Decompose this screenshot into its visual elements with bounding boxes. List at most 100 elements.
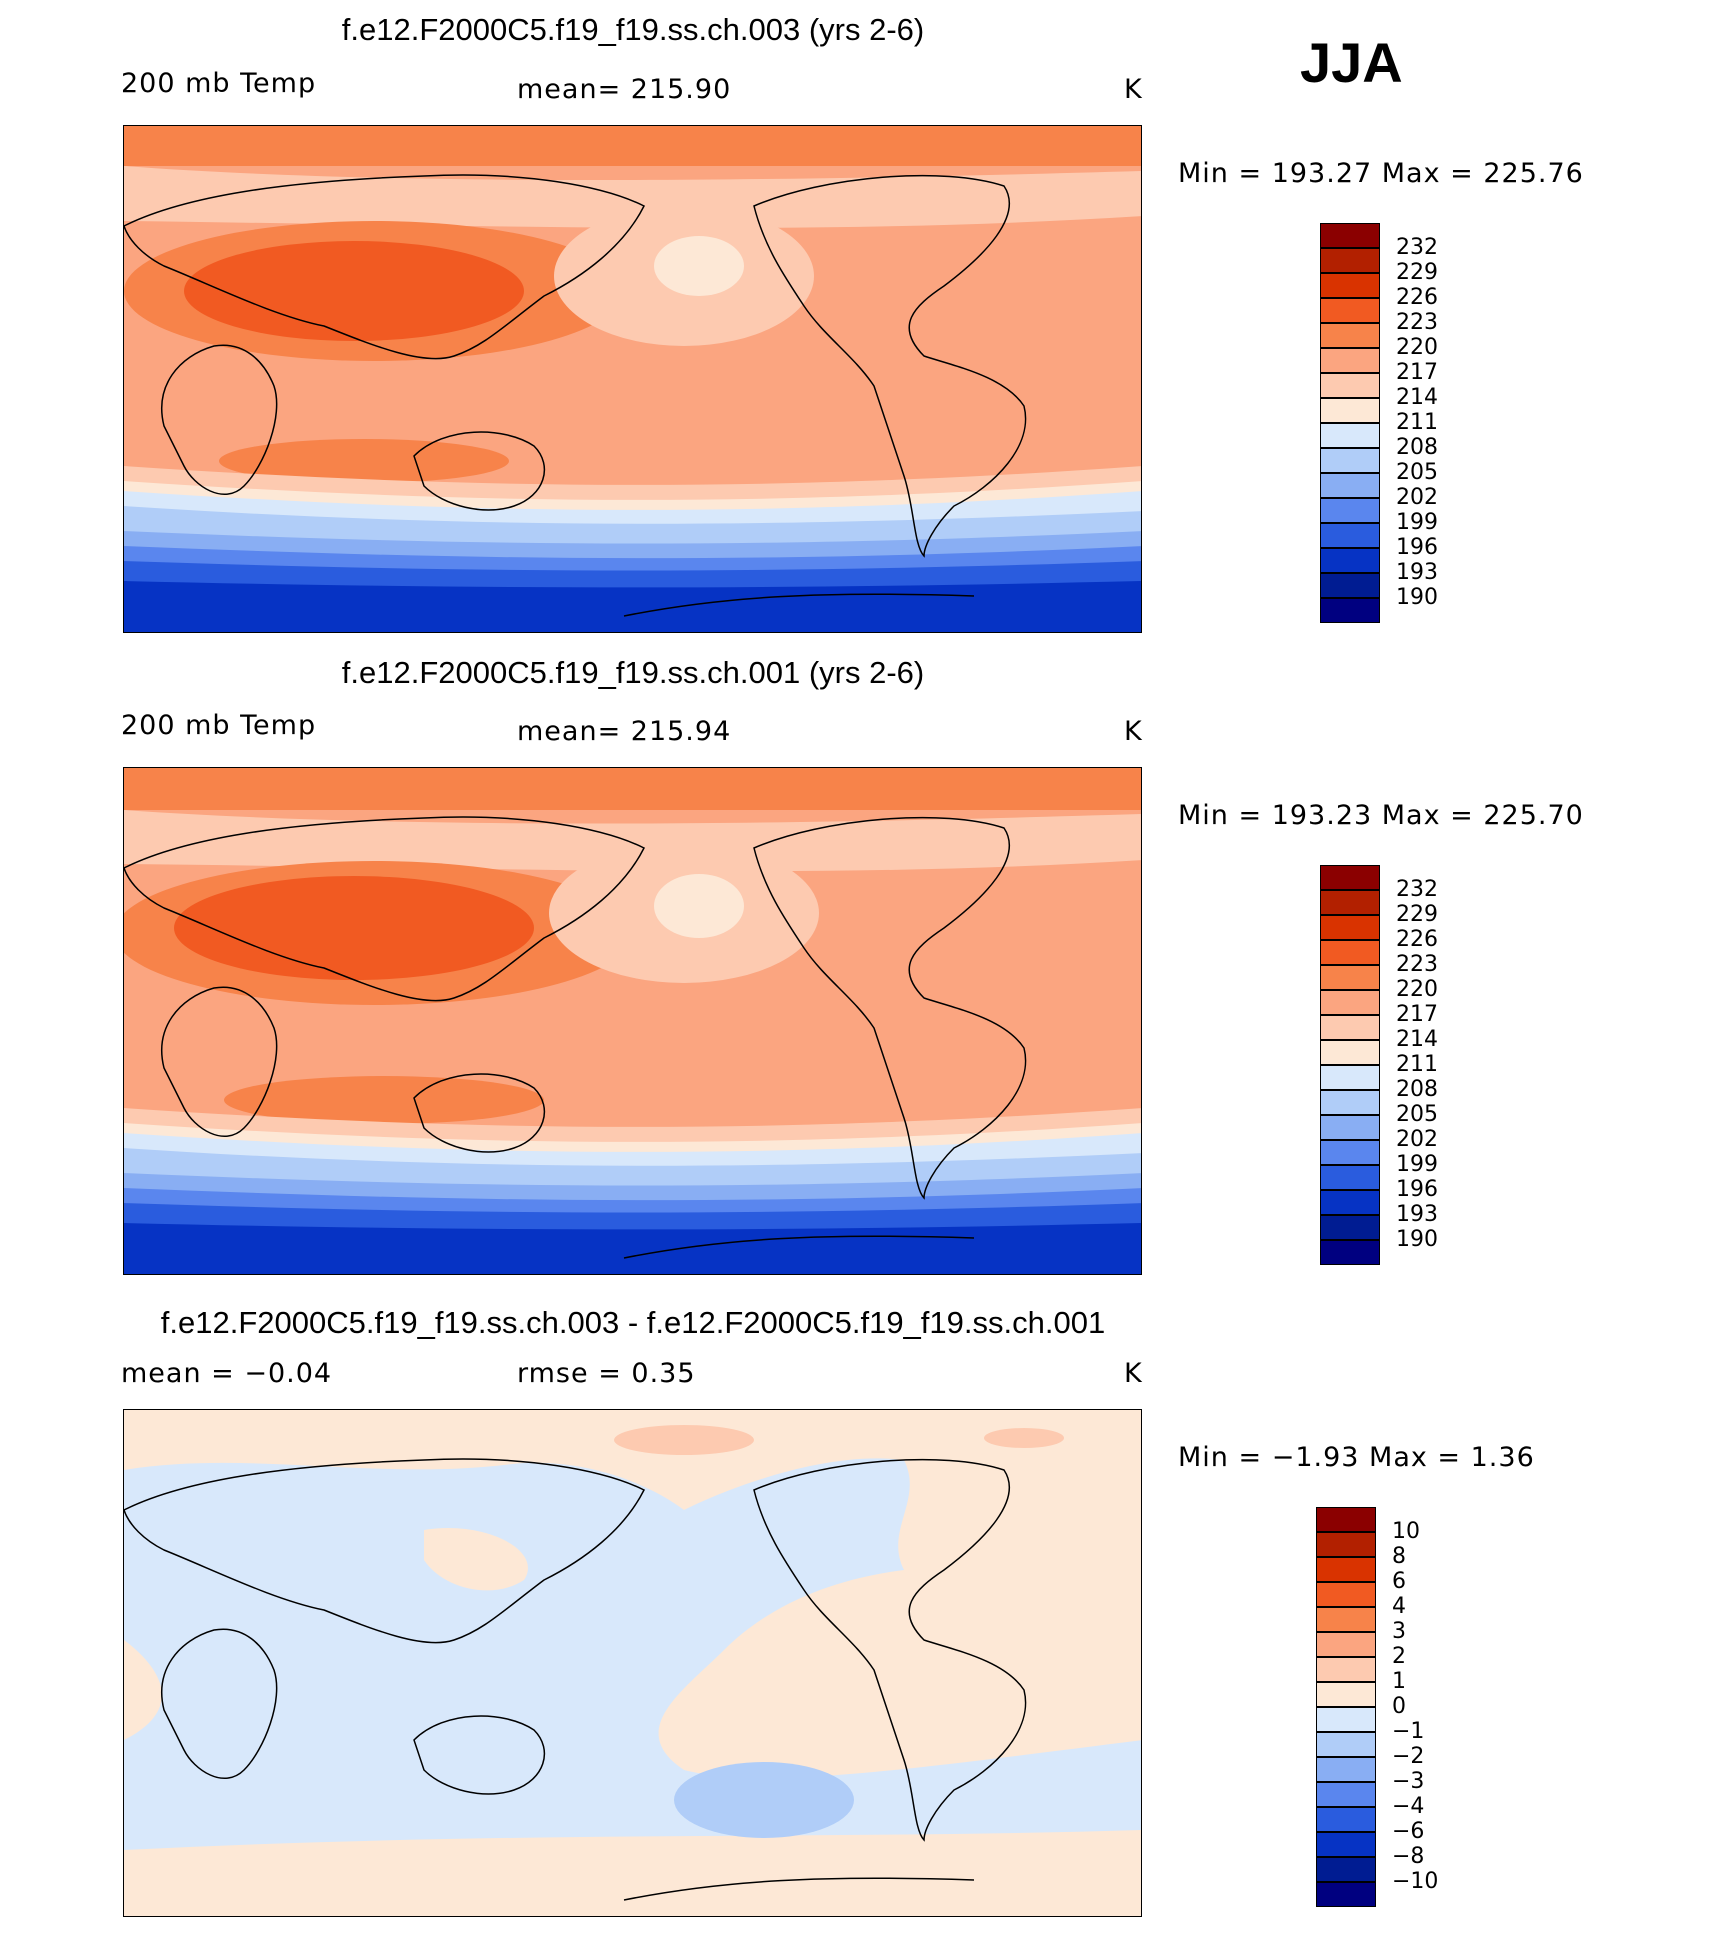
colorbar-tick-label: 226 bbox=[1396, 927, 1438, 952]
colorbar-swatch bbox=[1320, 940, 1380, 965]
colorbar-tick-label: 202 bbox=[1396, 1127, 1438, 1152]
colorbar-tick-label: 199 bbox=[1396, 510, 1438, 535]
colorbar-tick-label: 211 bbox=[1396, 410, 1438, 435]
colorbar-swatch bbox=[1320, 548, 1380, 573]
variable-label: 200 mb Temp bbox=[121, 710, 317, 741]
colorbar-swatch bbox=[1320, 915, 1380, 940]
colorbar-swatch bbox=[1320, 498, 1380, 523]
colorbar-swatch bbox=[1320, 1065, 1380, 1090]
panel-title: f.e12.F2000C5.f19_f19.ss.ch.003 - f.e12.… bbox=[160, 1305, 1106, 1340]
colorbar-tick-label: 214 bbox=[1396, 1027, 1438, 1052]
mean-label: mean= 215.94 bbox=[517, 716, 732, 747]
colorbar-tick-label: 193 bbox=[1396, 1202, 1438, 1227]
colorbar-swatch bbox=[1320, 473, 1380, 498]
colorbar-swatch bbox=[1316, 1607, 1376, 1632]
units-label: K bbox=[1124, 716, 1143, 747]
colorbar-tick-label: 229 bbox=[1396, 260, 1438, 285]
colorbar-swatch bbox=[1320, 1190, 1380, 1215]
colorbar-swatch bbox=[1316, 1507, 1376, 1532]
colorbar-swatch bbox=[1320, 890, 1380, 915]
colorbar-tick-label: −1 bbox=[1392, 1719, 1425, 1744]
colorbar-tick-label: −8 bbox=[1392, 1844, 1425, 1869]
colorbar-tick-label: 226 bbox=[1396, 285, 1438, 310]
colorbar-swatch bbox=[1320, 1015, 1380, 1040]
colorbar-tick-label: 205 bbox=[1396, 460, 1438, 485]
mean-label: mean= 215.90 bbox=[517, 74, 732, 105]
colorbar-tick-label: 208 bbox=[1396, 435, 1438, 460]
map-plot bbox=[123, 767, 1142, 1275]
units-label: K bbox=[1124, 74, 1143, 105]
colorbar-tick-label: 199 bbox=[1396, 1152, 1438, 1177]
colorbar-tick-label: 217 bbox=[1396, 360, 1438, 385]
temperature-field bbox=[124, 126, 1141, 632]
panel-title: f.e12.F2000C5.f19_f19.ss.ch.001 (yrs 2-6… bbox=[341, 655, 925, 690]
colorbar-swatch bbox=[1316, 1557, 1376, 1582]
colorbar-tick-label: 232 bbox=[1396, 877, 1438, 902]
colorbar-tick-label: 193 bbox=[1396, 560, 1438, 585]
colorbar-swatch bbox=[1320, 348, 1380, 373]
colorbar-tick-label: 4 bbox=[1392, 1594, 1406, 1619]
colorbar-swatch bbox=[1320, 1140, 1380, 1165]
colorbar-swatch bbox=[1320, 373, 1380, 398]
colorbar-tick-label: 2 bbox=[1392, 1644, 1406, 1669]
min-max-label: Min = 193.27 Max = 225.76 bbox=[1178, 158, 1584, 189]
variable-label: 200 mb Temp bbox=[121, 68, 317, 99]
colorbar-tick-label: 10 bbox=[1392, 1519, 1420, 1544]
colorbar-tick-label: 190 bbox=[1396, 585, 1438, 610]
colorbar-swatch bbox=[1316, 1882, 1376, 1907]
colorbar-tick-label: 208 bbox=[1396, 1077, 1438, 1102]
colorbar-swatch bbox=[1320, 448, 1380, 473]
colorbar-swatch bbox=[1320, 223, 1380, 248]
colorbar-swatch bbox=[1316, 1532, 1376, 1557]
colorbar-tick-label: 6 bbox=[1392, 1569, 1406, 1594]
colorbar-tick-label: 190 bbox=[1396, 1227, 1438, 1252]
colorbar-tick-label: −4 bbox=[1392, 1794, 1425, 1819]
colorbar-swatch bbox=[1320, 1215, 1380, 1240]
colorbar-swatch bbox=[1316, 1807, 1376, 1832]
season-label: JJA bbox=[1300, 31, 1403, 94]
units-label: K bbox=[1124, 1358, 1143, 1389]
difference-field bbox=[124, 1410, 1141, 1916]
diff-mean-label: mean = −0.04 bbox=[121, 1358, 333, 1389]
colorbar-swatch bbox=[1320, 865, 1380, 890]
colorbar-swatch bbox=[1316, 1682, 1376, 1707]
colorbar-swatch bbox=[1320, 298, 1380, 323]
colorbar-tick-label: 211 bbox=[1396, 1052, 1438, 1077]
colorbar-swatch bbox=[1320, 323, 1380, 348]
colorbar-tick-label: 223 bbox=[1396, 310, 1438, 335]
panel-title: f.e12.F2000C5.f19_f19.ss.ch.003 (yrs 2-6… bbox=[341, 12, 925, 47]
colorbar-tick-label: 217 bbox=[1396, 1002, 1438, 1027]
colorbar-tick-label: −3 bbox=[1392, 1769, 1425, 1794]
colorbar-swatch bbox=[1320, 573, 1380, 598]
colorbar-tick-label: 196 bbox=[1396, 535, 1438, 560]
colorbar-swatch bbox=[1320, 965, 1380, 990]
colorbar-swatch bbox=[1316, 1832, 1376, 1857]
colorbar-tick-label: 223 bbox=[1396, 952, 1438, 977]
colorbar-swatch bbox=[1316, 1857, 1376, 1882]
colorbar-tick-label: −2 bbox=[1392, 1744, 1425, 1769]
colorbar-swatch bbox=[1320, 1090, 1380, 1115]
colorbar-tick-label: 229 bbox=[1396, 902, 1438, 927]
colorbar-swatch bbox=[1320, 598, 1380, 623]
colorbar-tick-label: 202 bbox=[1396, 485, 1438, 510]
colorbar-swatch bbox=[1320, 273, 1380, 298]
colorbar-tick-label: −10 bbox=[1392, 1869, 1439, 1894]
map-plot bbox=[123, 125, 1142, 633]
min-max-label: Min = −1.93 Max = 1.36 bbox=[1178, 1442, 1535, 1473]
colorbar-swatch bbox=[1320, 1165, 1380, 1190]
colorbar-swatch bbox=[1320, 1240, 1380, 1265]
temperature-field bbox=[124, 768, 1141, 1274]
colorbar-tick-label: 220 bbox=[1396, 977, 1438, 1002]
colorbar-tick-label: 8 bbox=[1392, 1544, 1406, 1569]
rmse-label: rmse = 0.35 bbox=[517, 1358, 696, 1389]
colorbar-tick-label: 3 bbox=[1392, 1619, 1406, 1644]
colorbar-swatch bbox=[1316, 1657, 1376, 1682]
colorbar-swatch bbox=[1320, 1040, 1380, 1065]
colorbar-swatch bbox=[1316, 1707, 1376, 1732]
colorbar-tick-label: 1 bbox=[1392, 1669, 1406, 1694]
colorbar-swatch bbox=[1320, 398, 1380, 423]
colorbar-swatch bbox=[1316, 1782, 1376, 1807]
colorbar-swatch bbox=[1316, 1582, 1376, 1607]
colorbar-swatch bbox=[1320, 423, 1380, 448]
colorbar-swatch bbox=[1320, 1115, 1380, 1140]
